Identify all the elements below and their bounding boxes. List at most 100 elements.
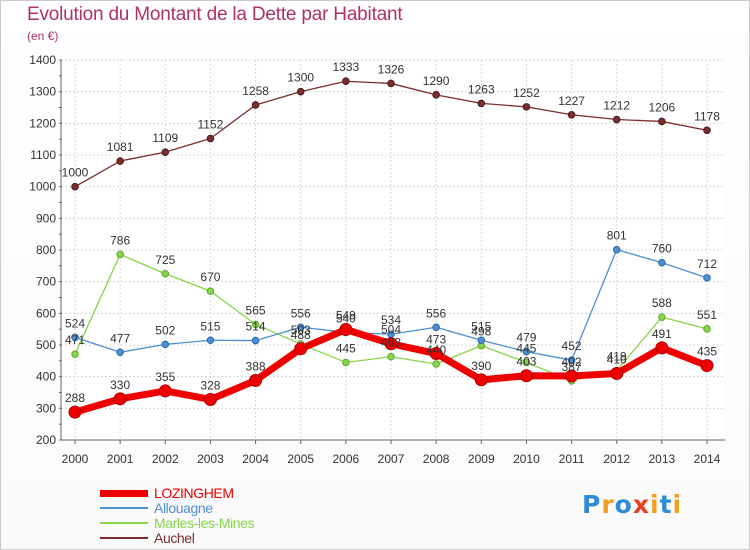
data-point [71, 350, 79, 358]
x-tick-label: 2010 [513, 452, 540, 466]
data-label: 524 [65, 316, 85, 330]
y-tick-label: 1100 [30, 148, 56, 162]
x-tick-label: 2003 [197, 452, 224, 466]
data-label: 479 [516, 331, 536, 345]
data-label: 534 [381, 313, 401, 327]
data-point [294, 342, 308, 356]
x-tick-label: 2007 [378, 452, 405, 466]
data-point [522, 347, 531, 356]
logo-letter: P [582, 490, 602, 519]
data-label: 452 [562, 339, 582, 353]
data-point [655, 341, 669, 355]
data-point [477, 99, 486, 108]
data-point [658, 258, 666, 267]
data-label: 1333 [333, 60, 360, 74]
data-label: 1206 [649, 100, 676, 114]
data-label: 760 [652, 242, 672, 256]
data-label: 551 [697, 308, 717, 322]
data-label: 330 [110, 378, 130, 392]
logo-letter: i [672, 490, 683, 519]
data-label: 515 [200, 319, 220, 333]
data-label: 471 [65, 333, 85, 347]
data-point [249, 373, 263, 387]
data-label: 712 [697, 257, 717, 271]
y-tick-label: 1300 [29, 85, 56, 99]
data-point [522, 358, 531, 367]
data-label: 1212 [603, 99, 630, 113]
y-tick-label: 700 [36, 275, 56, 289]
x-tick-label: 2008 [423, 452, 450, 466]
data-label: 725 [155, 253, 175, 267]
data-label: 288 [65, 391, 85, 405]
data-label: 477 [110, 331, 130, 345]
x-tick-label: 2009 [468, 452, 495, 466]
data-point [342, 358, 350, 367]
data-point [339, 322, 353, 336]
data-label: 440 [426, 343, 446, 357]
data-point [161, 148, 170, 156]
y-tick-label: 1200 [29, 116, 56, 130]
data-label: 473 [426, 333, 446, 347]
y-tick-label: 800 [36, 243, 56, 257]
data-label: 388 [246, 359, 266, 373]
data-point [387, 352, 395, 361]
data-label: 514 [246, 320, 266, 334]
data-point [700, 359, 714, 373]
data-label: 556 [291, 306, 311, 320]
x-tick-label: 2014 [694, 452, 721, 466]
logo-letter: o [614, 490, 633, 519]
data-point [612, 245, 621, 254]
x-tick-label: 2006 [333, 452, 360, 466]
logo-letter: x [632, 490, 650, 519]
x-tick-label: 2012 [603, 452, 630, 466]
legend-label: Auchel [154, 530, 195, 546]
chart-title: Evolution du Montant de la Dette par Hab… [27, 4, 403, 25]
data-point [342, 77, 350, 86]
data-point [384, 337, 398, 351]
data-label: 786 [110, 233, 130, 247]
data-label: 1227 [558, 94, 585, 108]
data-point [519, 369, 533, 383]
data-label: 801 [607, 229, 627, 243]
data-point [251, 320, 260, 329]
data-label: 445 [516, 341, 536, 355]
data-label: 540 [336, 311, 356, 325]
data-point [432, 91, 440, 99]
y-tick-label: 600 [36, 306, 56, 320]
logo-letter: t [659, 490, 673, 519]
y-tick-label: 900 [36, 211, 56, 225]
legend-label: Allouagne [154, 500, 213, 516]
legend-label: Marles-les-Mines [154, 515, 255, 531]
data-point [703, 325, 711, 333]
data-label: 1290 [423, 74, 450, 88]
data-label: 355 [155, 370, 175, 384]
data-point [203, 392, 217, 406]
x-tick-label: 2002 [152, 452, 179, 466]
data-label: 419 [607, 350, 627, 364]
legend-swatch [100, 537, 148, 539]
data-label: 387 [562, 360, 582, 374]
data-point [116, 250, 124, 259]
data-label: 565 [246, 303, 266, 317]
data-point [251, 336, 260, 345]
data-label: 503 [291, 323, 311, 337]
legend-swatch [100, 507, 148, 509]
data-label: 1152 [198, 118, 224, 132]
data-point [161, 269, 170, 278]
x-tick-label: 2005 [287, 452, 314, 466]
y-tick-label: 400 [36, 370, 56, 384]
data-point [567, 110, 576, 119]
data-label: 1300 [287, 71, 314, 85]
data-point [429, 347, 443, 361]
data-point [387, 79, 395, 88]
data-point [610, 367, 624, 380]
data-point [522, 103, 531, 111]
data-point [432, 360, 440, 368]
data-point [68, 405, 82, 419]
data-label: 1258 [242, 84, 269, 98]
proxiti-logo: Proxiti [582, 490, 682, 519]
data-label: 328 [200, 378, 220, 392]
data-label: 556 [426, 306, 446, 320]
data-label: 1263 [468, 82, 495, 96]
